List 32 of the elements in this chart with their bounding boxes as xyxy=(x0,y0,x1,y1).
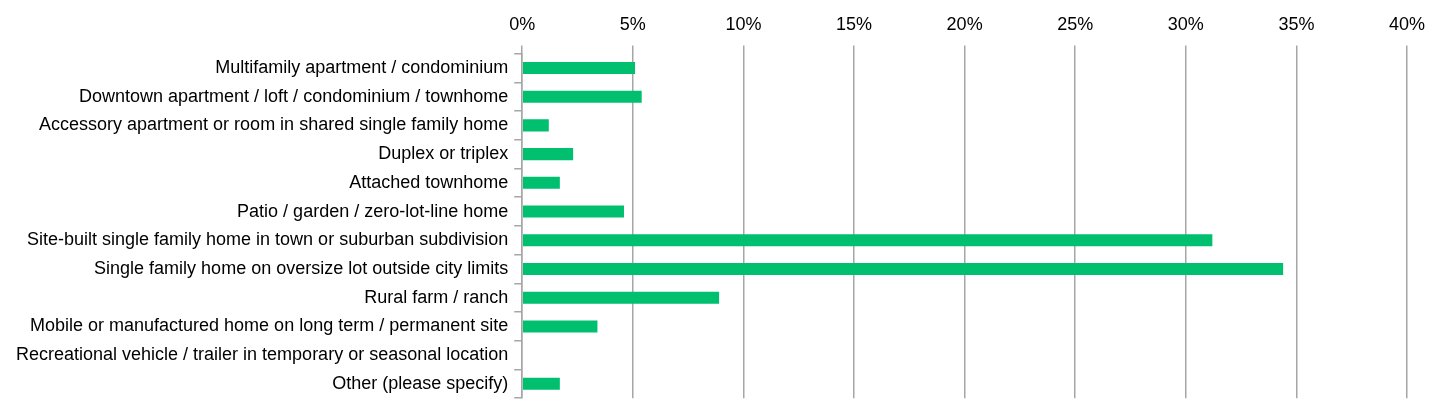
x-tick-label: 15% xyxy=(836,13,873,34)
y-tick-label: Recreational vehicle / trailer in temporary or seasonal location xyxy=(15,344,509,365)
bar xyxy=(522,262,1284,276)
x-tick-label: 20% xyxy=(946,13,983,34)
y-tick-label: Multifamily apartment / condominium xyxy=(215,56,509,77)
bar xyxy=(522,234,1213,247)
y-tick-label: Duplex or triplex xyxy=(378,143,509,164)
y-tick-label: Other (please specify) xyxy=(332,372,509,393)
y-tick-label: Patio / garden / zero-lot-line home xyxy=(237,200,509,221)
bar xyxy=(522,90,642,103)
y-tick-label: Attached townhome xyxy=(349,171,509,192)
x-tick-label: 10% xyxy=(725,13,762,34)
bar xyxy=(522,291,720,304)
bar xyxy=(522,377,560,390)
y-tick-label: Rural farm / ranch xyxy=(364,286,509,307)
bar xyxy=(522,176,560,189)
x-tick-label: 30% xyxy=(1167,13,1204,34)
bar xyxy=(522,61,636,74)
x-tick-label: 5% xyxy=(619,13,646,34)
y-tick-label: Mobile or manufactured home on long term / permanent site xyxy=(29,315,509,336)
y-tick-label: Accessory apartment or room in shared single family home xyxy=(39,114,509,135)
y-tick-label: Downtown apartment / loft / condominium / townhome xyxy=(79,85,509,106)
bar xyxy=(522,119,549,132)
x-tick-label: 40% xyxy=(1388,13,1426,34)
y-tick-label: Single family home on oversize lot outside city limits xyxy=(94,257,509,278)
x-tick-label: 0% xyxy=(509,13,536,34)
bar xyxy=(522,148,574,161)
y-tick-label: Site-built single family home in town or suburban subdivision xyxy=(26,229,509,250)
x-tick-label: 35% xyxy=(1278,13,1315,34)
bar xyxy=(522,320,598,333)
bar xyxy=(522,205,624,218)
x-tick-label: 25% xyxy=(1057,13,1094,34)
